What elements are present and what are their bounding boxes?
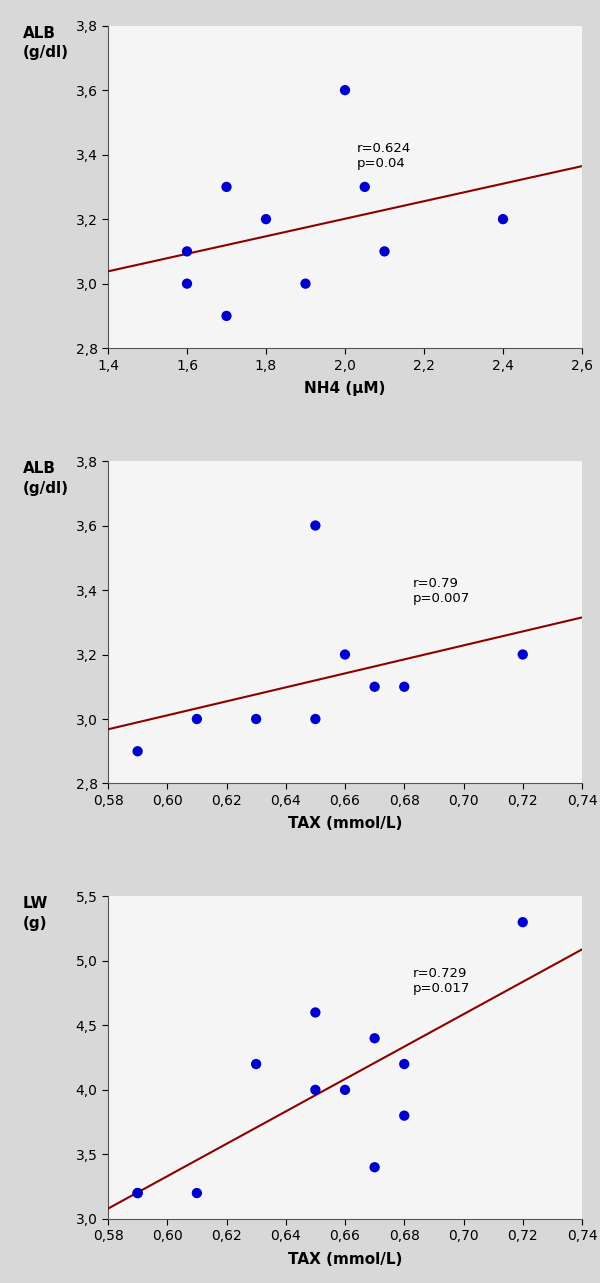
Text: r=0.624
p=0.04: r=0.624 p=0.04 — [357, 141, 411, 169]
Point — [311, 516, 320, 536]
Point — [518, 912, 527, 933]
Point — [400, 1106, 409, 1126]
Point — [360, 177, 370, 198]
Point — [133, 1183, 142, 1203]
Text: r=0.729
p=0.017: r=0.729 p=0.017 — [413, 967, 470, 996]
Point — [222, 305, 232, 326]
Point — [192, 1183, 202, 1203]
Text: ALB
(g/dl): ALB (g/dl) — [23, 26, 68, 60]
Point — [340, 1079, 350, 1100]
Text: LW
(g): LW (g) — [23, 897, 48, 931]
X-axis label: TAX (mmol/L): TAX (mmol/L) — [288, 1252, 402, 1266]
Point — [370, 676, 379, 697]
Point — [370, 1157, 379, 1178]
Point — [311, 1002, 320, 1023]
Point — [182, 241, 192, 262]
X-axis label: NH4 (μM): NH4 (μM) — [304, 381, 386, 396]
Point — [311, 1079, 320, 1100]
Text: r=0.79
p=0.007: r=0.79 p=0.007 — [413, 577, 470, 606]
Point — [380, 241, 389, 262]
Point — [498, 209, 508, 230]
Point — [400, 676, 409, 697]
Point — [370, 1028, 379, 1048]
Point — [133, 742, 142, 762]
Point — [251, 708, 261, 729]
Point — [182, 273, 192, 294]
Point — [518, 644, 527, 665]
X-axis label: TAX (mmol/L): TAX (mmol/L) — [288, 816, 402, 831]
Point — [251, 1053, 261, 1074]
Point — [400, 1053, 409, 1074]
Text: ALB
(g/dl): ALB (g/dl) — [23, 461, 68, 495]
Point — [222, 177, 232, 198]
Point — [133, 1183, 142, 1203]
Point — [261, 209, 271, 230]
Point — [301, 273, 310, 294]
Point — [340, 80, 350, 100]
Point — [311, 708, 320, 729]
Point — [192, 708, 202, 729]
Point — [340, 644, 350, 665]
